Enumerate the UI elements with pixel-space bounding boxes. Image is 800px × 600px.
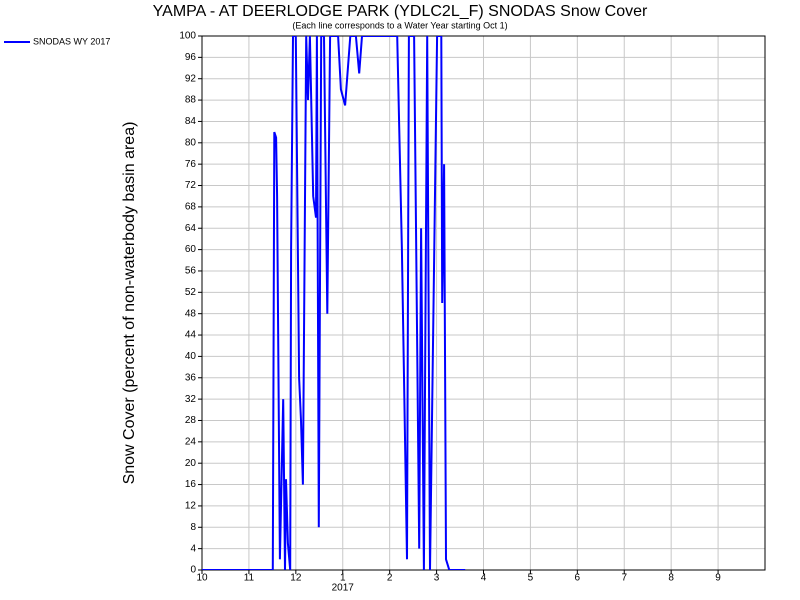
y-tick-label: 28: [185, 415, 197, 426]
y-tick-label: 48: [185, 308, 197, 319]
plot-border: [201, 35, 766, 571]
y-tick-label: 44: [185, 330, 197, 341]
y-tick-label: 36: [185, 372, 197, 383]
y-tick-label: 56: [185, 266, 197, 277]
x-tick-label: 10: [196, 573, 208, 584]
y-tick-label: 76: [185, 159, 197, 170]
x-tick-label: 8: [668, 573, 674, 584]
x-tick-label: 4: [481, 573, 487, 584]
y-tick-label: 20: [185, 458, 197, 469]
y-tick-label: 100: [179, 31, 196, 42]
y-tick-label: 60: [185, 244, 197, 255]
x-tick-label: 2: [387, 573, 393, 584]
y-tick-label: 80: [185, 137, 197, 148]
y-tick-label: 88: [185, 95, 197, 106]
x-tick-label: 9: [715, 573, 721, 584]
y-tick-label: 24: [185, 436, 197, 447]
chart-subtitle: (Each line corresponds to a Water Year s…: [292, 20, 507, 30]
legend-label: SNODAS WY 2017: [33, 36, 110, 46]
y-tick-label: 64: [185, 223, 197, 234]
y-tick-label: 92: [185, 73, 197, 84]
x-tick-label: 11: [244, 573, 255, 584]
y-axis-label: Snow Cover (percent of non-waterbody bas…: [121, 122, 138, 485]
x-tick-label: 5: [528, 573, 534, 584]
x-tick-label: 12: [290, 573, 302, 584]
x-tick-label: 3: [434, 573, 440, 584]
y-tick-label: 84: [185, 116, 197, 127]
series-line: [202, 36, 466, 570]
chart-title: YAMPA - AT DEERLODGE PARK (YDLC2L_F) SNO…: [153, 3, 648, 20]
y-tick-label: 68: [185, 202, 197, 213]
y-tick-label: 12: [185, 501, 197, 512]
y-tick-label: 0: [190, 565, 196, 576]
x-tick-label: 7: [621, 573, 627, 584]
y-tick-label: 96: [185, 52, 197, 63]
x-tick-label: 6: [575, 573, 581, 584]
y-tick-label: 40: [185, 351, 197, 362]
x-tick-label: 1: [340, 573, 346, 584]
y-tick-label: 8: [190, 522, 196, 533]
x-year-label: 2017: [332, 583, 355, 594]
y-tick-label: 16: [185, 479, 197, 490]
y-tick-label: 32: [185, 394, 197, 405]
y-tick-label: 72: [185, 180, 197, 191]
y-tick-label: 52: [185, 287, 197, 298]
y-tick-label: 4: [190, 543, 196, 554]
series-group: [202, 36, 466, 570]
